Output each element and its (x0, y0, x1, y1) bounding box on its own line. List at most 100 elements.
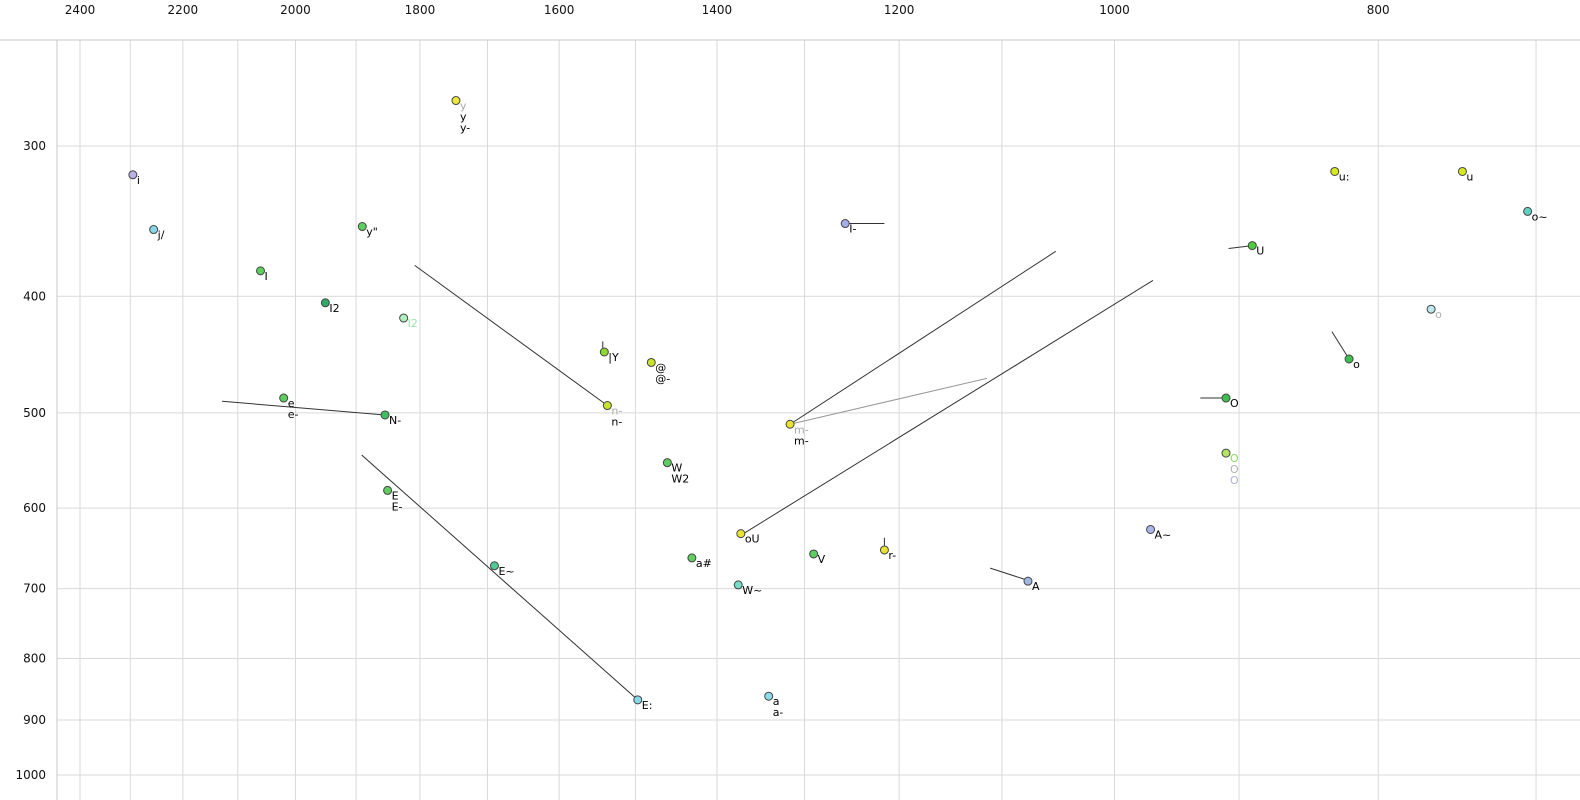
label-V: V (818, 553, 826, 566)
marker-O2 (1221, 448, 1231, 458)
trajectory-line (1331, 331, 1350, 360)
point-Ib: I- (840, 219, 856, 236)
trajectory-line (222, 400, 386, 416)
label-E: E- (392, 500, 403, 513)
label-O2: O (1230, 452, 1239, 465)
y-tick-label: 800 (23, 651, 46, 665)
point-y2: y" (357, 222, 378, 239)
x-tick-label: 1000 (1099, 3, 1130, 17)
label-y: y (460, 111, 467, 124)
label-at: @- (655, 372, 670, 385)
label-uu: u: (1339, 170, 1350, 183)
x-tick-label: 1600 (544, 3, 575, 17)
marker-N (380, 410, 390, 420)
point-W: WW2 (662, 458, 689, 486)
label-I: I (265, 270, 268, 283)
label-r: r- (888, 549, 896, 562)
label-j: j/ (157, 229, 165, 242)
point-U: U (1247, 241, 1264, 258)
point-ah: a# (687, 553, 712, 570)
label-W: W (671, 462, 682, 475)
marker-Ib (840, 219, 850, 229)
marker-e (279, 393, 289, 403)
point-I2: I2 (320, 298, 340, 315)
marker-y (451, 96, 461, 106)
trajectory-line (361, 454, 639, 701)
marker-m (785, 419, 795, 429)
marker-i (128, 170, 138, 180)
point-An: A~ (1146, 524, 1171, 541)
marker-at (646, 357, 656, 367)
label-on: o~ (1532, 210, 1548, 223)
marker-An (1146, 524, 1156, 534)
label-i: i (137, 174, 140, 187)
label-O2: O (1230, 463, 1239, 476)
marker-Ee (633, 695, 643, 705)
point-y: yyy- (451, 96, 470, 135)
label-m: m- (794, 423, 809, 436)
marker-I (256, 266, 266, 276)
point-on: o~ (1523, 206, 1548, 223)
point-o: o (1344, 354, 1360, 371)
marker-V (809, 549, 819, 559)
x-tick-label: 800 (1367, 3, 1390, 17)
trajectory-line (990, 567, 1029, 581)
marker-o (1344, 354, 1354, 364)
marker-r (879, 545, 889, 555)
marker-on (1523, 206, 1533, 216)
trajectory-line (789, 377, 988, 425)
point-at: @@- (646, 357, 670, 385)
point-oU: oU (736, 529, 760, 546)
point-uu: u: (1330, 166, 1350, 183)
label-oU: oU (745, 533, 760, 546)
label-I2b: I2 (408, 317, 418, 330)
point-e: ee- (279, 393, 298, 421)
label-W: W2 (671, 473, 689, 486)
point-Wn: W~ (733, 580, 762, 597)
point-O2: OOO (1221, 448, 1239, 487)
marker-I2 (320, 298, 330, 308)
label-U: U (1256, 245, 1264, 258)
marker-O (1221, 393, 1231, 403)
label-m: m- (794, 434, 809, 447)
label-ah: a# (696, 557, 712, 570)
point-r: r- (879, 545, 896, 562)
label-e: e (288, 397, 295, 410)
x-tick-label: 1400 (702, 3, 733, 17)
marker-E (383, 485, 393, 495)
point-u: u (1457, 166, 1473, 183)
y-tick-label: 1000 (15, 768, 46, 782)
trajectory-line (414, 264, 608, 406)
label-a: a (773, 695, 780, 708)
marker-ah (687, 553, 697, 563)
label-O: O (1230, 397, 1239, 410)
marker-En (489, 561, 499, 571)
label-E: E (392, 489, 399, 502)
point-n: n-n- (602, 401, 622, 429)
point-m: m-m- (785, 419, 809, 447)
label-n: n- (611, 405, 622, 418)
y-tick-label: 500 (23, 406, 46, 420)
y-tick-label: 900 (23, 713, 46, 727)
y-tick-label: 700 (23, 582, 46, 596)
y-tick-label: 600 (23, 501, 46, 515)
point-i: i (128, 170, 140, 187)
point-A: A (1023, 576, 1040, 593)
marker-uu (1330, 166, 1340, 176)
y-tick-label: 300 (23, 139, 46, 153)
marker-Wn (733, 580, 743, 590)
point-E: EE- (383, 485, 403, 513)
label-y: y- (460, 122, 470, 135)
point-lY: |Y (599, 347, 619, 364)
trajectory-line (789, 250, 1057, 425)
label-A: A (1032, 580, 1040, 593)
point-I2b: I2 (399, 313, 418, 330)
label-I2: I2 (329, 302, 339, 315)
marker-U (1247, 241, 1257, 251)
marker-og (1426, 304, 1436, 314)
label-a: a- (773, 706, 784, 719)
label-Ib: I- (849, 223, 856, 236)
marker-j (149, 225, 159, 235)
label-n: n- (611, 416, 622, 429)
